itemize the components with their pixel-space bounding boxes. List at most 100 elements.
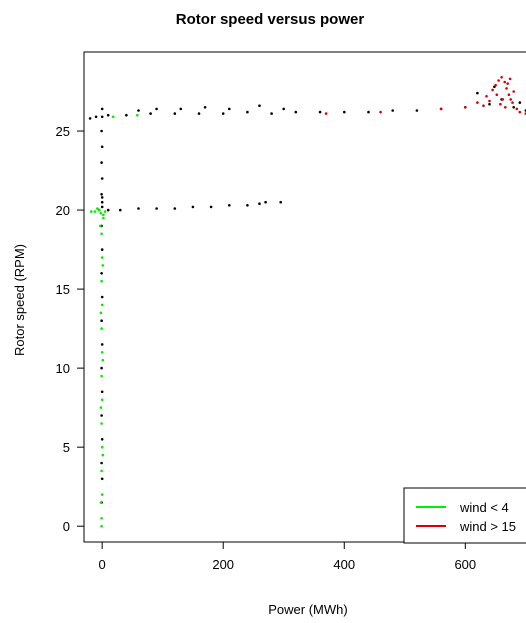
data-point: [100, 366, 103, 370]
data-point: [415, 109, 419, 112]
x-axis: 0 200 400 600: [99, 541, 476, 572]
data-point: [100, 398, 104, 402]
data-point: [509, 98, 512, 101]
data-point: [106, 208, 110, 212]
data-point: [100, 517, 103, 520]
data-point: [100, 196, 104, 199]
data-point: [505, 87, 508, 90]
data-point: [100, 319, 103, 323]
data-point: [100, 107, 104, 111]
data-point: [100, 145, 104, 149]
data-point: [488, 102, 491, 106]
data-point: [155, 107, 158, 111]
data-point: [203, 106, 207, 109]
data-point: [100, 256, 104, 259]
data-point: [501, 98, 505, 101]
data-point: [99, 406, 103, 409]
data-point: [500, 76, 503, 79]
x-tick-label: 200: [212, 557, 234, 572]
x-tick-label: 0: [99, 557, 106, 572]
data-point: [506, 82, 510, 85]
data-point: [228, 204, 231, 207]
data-point: [100, 232, 103, 236]
data-point: [100, 115, 104, 119]
data-point: [515, 107, 519, 111]
data-point: [191, 205, 195, 209]
legend-label: wind < 4: [459, 500, 509, 515]
data-point: [391, 109, 395, 112]
data-point: [497, 79, 500, 82]
data-point: [179, 107, 183, 111]
legend-label: wind > 15: [459, 519, 516, 534]
data-point: [258, 202, 261, 205]
data-point: [149, 112, 152, 115]
data-point: [485, 95, 488, 98]
data-point: [439, 107, 443, 111]
data-point: [99, 211, 103, 215]
data-point: [324, 112, 328, 115]
data-point: [482, 104, 485, 107]
legend: wind < 4 wind > 15: [403, 487, 526, 544]
data-point: [495, 93, 499, 96]
data-point: [379, 110, 382, 114]
data-point: [279, 200, 283, 204]
data-point: [282, 107, 286, 111]
data-point: [136, 113, 139, 117]
data-point: [100, 205, 104, 209]
data-point: [137, 109, 140, 112]
data-point: [491, 88, 494, 92]
data-point: [504, 106, 507, 109]
data-point: [100, 351, 104, 354]
data-point: [111, 115, 115, 119]
data-point: [99, 224, 102, 228]
data-point: [228, 107, 231, 111]
y-tick-label: 25: [56, 124, 70, 139]
data-point: [464, 106, 467, 109]
data-point: [488, 99, 491, 103]
data-point: [99, 501, 103, 504]
data-point: [221, 112, 225, 115]
data-point: [106, 113, 110, 117]
data-point: [209, 205, 213, 209]
data-point: [100, 327, 103, 330]
data-point: [499, 102, 502, 106]
data-point: [93, 210, 97, 213]
data-point: [343, 110, 346, 114]
y-tick-label: 15: [56, 282, 70, 297]
x-axis-label: Power (MWh): [268, 602, 347, 617]
data-point: [100, 438, 104, 441]
data-point: [173, 207, 177, 210]
data-point: [173, 112, 177, 115]
data-point: [494, 83, 497, 87]
data-point: [246, 204, 249, 207]
data-point: [512, 90, 515, 93]
data-point: [100, 422, 103, 425]
data-point: [100, 374, 103, 378]
data-point: [100, 445, 104, 449]
data-point: [270, 112, 273, 115]
data-point: [100, 129, 103, 133]
data-point: [264, 200, 267, 204]
data-point: [518, 110, 522, 114]
data-point: [155, 207, 158, 210]
data-point: [125, 113, 128, 117]
data-point: [518, 101, 522, 104]
y-axis-label: Rotor speed (RPM): [12, 244, 27, 356]
data-point: [100, 493, 104, 496]
data-point: [102, 213, 105, 217]
data-point: [100, 303, 104, 307]
data-point: [101, 264, 105, 267]
plot-frame: [83, 51, 526, 543]
data-point: [94, 115, 98, 119]
data-point: [137, 207, 140, 210]
data-point: [100, 248, 104, 251]
data-point: [102, 216, 105, 220]
data-point: [100, 200, 104, 204]
data-point: [100, 414, 103, 417]
data-point: [101, 358, 105, 362]
data-point: [96, 207, 99, 210]
data-point: [100, 272, 103, 275]
data-point: [511, 101, 514, 104]
data-point: [503, 80, 507, 84]
data-point: [258, 104, 261, 107]
